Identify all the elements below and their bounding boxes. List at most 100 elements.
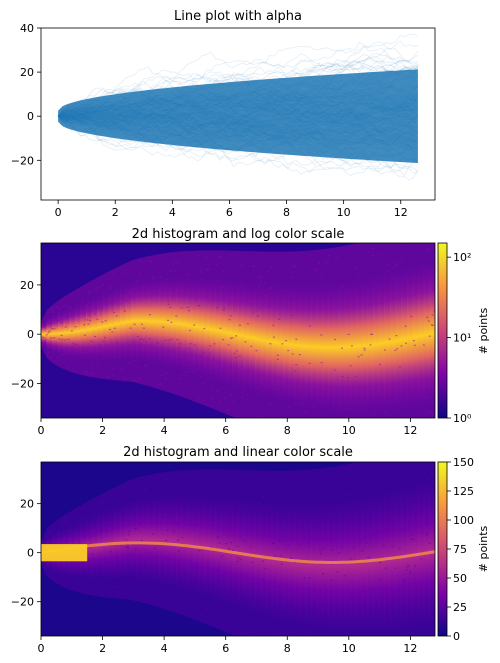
heatmap-cell xyxy=(129,578,132,580)
heatmap-cell xyxy=(315,269,317,271)
heatmap-cell xyxy=(249,365,252,367)
heatmap-cell xyxy=(218,542,221,544)
heatmap-cell xyxy=(350,345,353,347)
heatmap-cell xyxy=(373,275,380,413)
heatmap-cell xyxy=(174,269,177,271)
heatmap-cell xyxy=(401,646,403,647)
heatmap-cell xyxy=(311,488,314,490)
heatmap-cell xyxy=(406,566,409,568)
heatmap-cell xyxy=(64,339,67,341)
heatmap-cell xyxy=(176,523,179,525)
heatmap-cell xyxy=(153,547,156,549)
panel3-title: 2d histogram and linear color scale xyxy=(123,445,353,460)
heatmap-cell xyxy=(304,653,306,654)
heatmap-cell xyxy=(395,438,397,439)
heatmap-cell xyxy=(44,541,47,543)
heatmap-cell xyxy=(412,534,415,536)
heatmap-cell xyxy=(108,289,115,361)
heatmap-cell xyxy=(205,256,208,258)
heatmap-cell xyxy=(281,389,284,392)
heatmap-cell xyxy=(283,284,290,404)
colorbar-tick-label: 150 xyxy=(453,456,474,469)
heatmap-cell xyxy=(365,594,368,597)
heatmap-cell xyxy=(404,660,406,661)
heatmap-cell xyxy=(131,500,138,579)
heatmap-cell xyxy=(235,523,238,525)
heatmap-cell xyxy=(427,247,430,250)
heatmap-cell xyxy=(360,511,362,513)
heatmap-cell xyxy=(180,612,183,614)
heatmap-cell xyxy=(307,542,309,544)
heatmap-cell xyxy=(338,552,341,554)
heatmap-cell xyxy=(399,366,402,368)
heatmap-cell xyxy=(259,524,262,526)
heatmap-cell xyxy=(402,581,405,583)
heatmap-cell xyxy=(216,601,219,603)
heatmap-cell xyxy=(110,525,113,527)
heatmap-cell xyxy=(382,545,385,547)
heatmap-cell xyxy=(290,631,292,633)
heatmap-cell xyxy=(134,582,137,584)
heatmap-cell xyxy=(271,632,274,634)
heatmap-cell xyxy=(186,484,189,486)
heatmap-cell xyxy=(426,396,429,398)
heatmap-cell xyxy=(365,542,368,544)
heatmap-cell xyxy=(123,499,125,501)
heatmap-cell xyxy=(333,501,340,631)
panel2-plot-area xyxy=(41,243,435,439)
heatmap-cell xyxy=(353,559,356,561)
heatmap-cell xyxy=(278,483,281,486)
heatmap-cell xyxy=(130,502,133,504)
heatmap-cell xyxy=(100,530,103,532)
heatmap-cell xyxy=(168,288,170,291)
heatmap-cell xyxy=(260,280,263,282)
heatmap-cell xyxy=(142,339,145,341)
heatmap-cell xyxy=(361,585,364,587)
heatmap-cell xyxy=(294,284,301,407)
heatmap-cell xyxy=(237,510,240,512)
heatmap-cell xyxy=(425,249,428,251)
heatmap-cell xyxy=(367,252,369,254)
heatmap-cell xyxy=(67,306,70,308)
heatmap-cell xyxy=(127,290,130,293)
heatmap-cell xyxy=(328,283,335,412)
heatmap-cell xyxy=(415,521,418,523)
heatmap-cell xyxy=(68,578,71,580)
heatmap-cell xyxy=(266,502,273,617)
heatmap-cell xyxy=(50,542,53,544)
heatmap-cell xyxy=(235,303,238,305)
heatmap-cell xyxy=(159,276,162,279)
heatmap-cell xyxy=(358,274,361,276)
heatmap-cell xyxy=(303,257,306,260)
heatmap-cell xyxy=(432,590,435,592)
heatmap-cell xyxy=(49,320,51,322)
panel-linear-histogram: 2d histogram and linear color scale 0 2 4 6… xyxy=(11,445,490,661)
heatmap-cell xyxy=(42,317,45,319)
heatmap-cell xyxy=(303,435,305,436)
heatmap-cell xyxy=(276,255,279,257)
heatmap-cell xyxy=(426,532,429,534)
heatmap-cell xyxy=(356,294,359,296)
heatmap-cell xyxy=(170,277,177,369)
heatmap-cell xyxy=(50,530,53,532)
heatmap-cell xyxy=(230,542,232,544)
heatmap-cell xyxy=(132,513,135,515)
heatmap-cell xyxy=(422,344,425,346)
heatmap-cell xyxy=(105,577,107,580)
heatmap-cell xyxy=(293,266,295,268)
heatmap-cell xyxy=(428,335,431,337)
heatmap-cell xyxy=(383,499,386,501)
heatmap-cell xyxy=(139,377,142,379)
heatmap-cell xyxy=(174,261,177,263)
heatmap-cell xyxy=(396,348,399,350)
heatmap-cell xyxy=(308,362,311,364)
heatmap-cell xyxy=(148,338,151,340)
heatmap-cell xyxy=(81,300,84,302)
heatmap-cell xyxy=(200,375,203,377)
heatmap-cell xyxy=(286,306,289,308)
heatmap-cell xyxy=(151,276,154,278)
heatmap-cell xyxy=(110,350,113,352)
heatmap-cell xyxy=(42,326,44,328)
heatmap-cell xyxy=(217,569,220,571)
heatmap-cell xyxy=(199,579,201,581)
